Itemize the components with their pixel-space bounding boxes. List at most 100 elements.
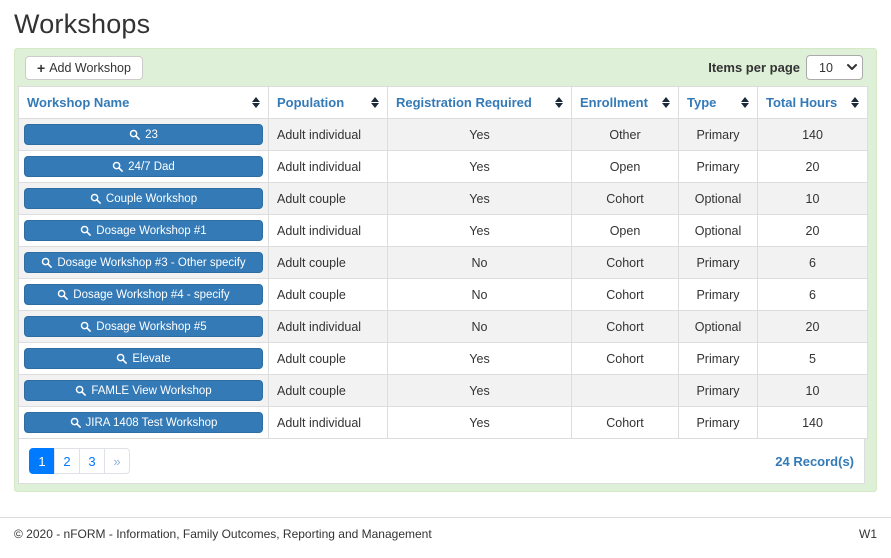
table-row: Dosage Workshop #1 Adult individual Yes … [18,214,868,247]
workshop-link-button[interactable]: JIRA 1408 Test Workshop [24,412,263,433]
workshop-name-label: Dosage Workshop #4 - specify [73,288,230,301]
column-header-total-hours[interactable]: Total Hours [757,86,868,119]
workshop-name-cell: 24/7 Dad [18,150,269,183]
sort-icon[interactable] [741,97,749,108]
workshop-name-label: JIRA 1408 Test Workshop [85,416,218,429]
type-cell: Primary [678,150,758,183]
registration-required-cell: No [387,278,572,311]
workshop-name-cell: Dosage Workshop #1 [18,214,269,247]
workshops-panel: + Add Workshop Items per page 10 Worksho… [14,48,877,492]
population-cell: Adult couple [268,374,388,407]
registration-required-cell: Yes [387,406,572,439]
workshop-name-cell: Elevate [18,342,269,375]
sort-icon[interactable] [252,97,260,108]
workshop-link-button[interactable]: 24/7 Dad [24,156,263,177]
total-hours-cell: 10 [757,182,868,215]
copyright-text: © 2020 - nFORM - Information, Family Out… [14,527,432,541]
population-cell: Adult couple [268,182,388,215]
items-per-page-select-wrap: 10 [806,55,863,80]
magnifier-icon [70,417,81,428]
sort-icon[interactable] [555,97,563,108]
magnifier-icon [90,193,101,204]
registration-required-cell: Yes [387,214,572,247]
site-footer: © 2020 - nFORM - Information, Family Out… [0,517,891,541]
type-cell: Primary [678,342,758,375]
workshop-name-label: 23 [145,128,158,141]
items-per-page-label: Items per page [708,60,800,75]
workshop-link-button[interactable]: Dosage Workshop #3 - Other specify [24,252,263,273]
table-row: Couple Workshop Adult couple Yes Cohort … [18,182,868,215]
table-row: 24/7 Dad Adult individual Yes Open Prima… [18,150,868,183]
pagination: 1 2 3» [29,448,130,474]
enrollment-cell: Other [571,118,679,151]
workshop-name-cell: JIRA 1408 Test Workshop [18,406,269,439]
magnifier-icon [112,161,124,172]
column-label: Enrollment [580,95,648,110]
add-workshop-button[interactable]: + Add Workshop [25,55,143,80]
workshop-name-cell: Dosage Workshop #4 - specify [18,278,269,311]
magnifier-icon [76,385,87,396]
workshop-name-label: Dosage Workshop #3 - Other specify [57,256,246,269]
registration-required-cell: Yes [387,182,572,215]
workshop-link-button[interactable]: Dosage Workshop #5 [24,316,263,337]
type-cell: Primary [678,246,758,279]
workshop-link-button[interactable]: Dosage Workshop #1 [24,220,263,241]
registration-required-cell: Yes [387,374,572,407]
pagination-page-3[interactable]: 3 [79,448,105,474]
table-row: 23 Adult individual Yes Other Primary 14… [18,118,868,151]
population-cell: Adult individual [268,310,388,343]
column-header-workshop-name[interactable]: Workshop Name [18,86,269,119]
type-cell: Optional [678,310,758,343]
sort-icon[interactable] [371,97,379,108]
population-cell: Adult couple [268,342,388,375]
sort-icon[interactable] [662,97,670,108]
enrollment-cell: Cohort [571,342,679,375]
add-workshop-label: Add Workshop [49,60,131,75]
pagination-page-2[interactable]: 2 [54,448,80,474]
workshop-link-button[interactable]: Dosage Workshop #4 - specify [24,284,263,305]
workshop-link-button[interactable]: Elevate [24,348,263,369]
items-per-page-select[interactable]: 10 [806,55,863,80]
enrollment-cell: Cohort [571,246,679,279]
workshop-name-cell: Dosage Workshop #5 [18,310,269,343]
column-header-population[interactable]: Population [268,86,388,119]
magnifier-icon [81,321,92,332]
enrollment-cell: Open [571,214,679,247]
enrollment-cell: Cohort [571,278,679,311]
plus-icon: + [37,59,46,76]
column-label: Type [687,95,717,110]
column-header-type[interactable]: Type [678,86,758,119]
table-header-row: Workshop Name Population Registration Re… [18,86,868,119]
workshop-link-button[interactable]: Couple Workshop [24,188,263,209]
workshops-table: Workshop Name Population Registration Re… [18,86,868,439]
column-label: Workshop Name [27,95,130,110]
workshop-name-label: Couple Workshop [105,192,198,205]
toolbar: + Add Workshop Items per page 10 [18,49,865,86]
pagination-next-button[interactable]: » [104,448,130,474]
table-row: Dosage Workshop #4 - specify Adult coupl… [18,278,868,311]
pagination-page-1[interactable]: 1 [29,448,55,474]
type-cell: Optional [678,182,758,215]
magnifier-icon [81,225,92,236]
table-row: JIRA 1408 Test Workshop Adult individual… [18,406,868,439]
column-label: Total Hours [766,95,838,110]
total-hours-cell: 20 [757,150,868,183]
population-cell: Adult individual [268,118,388,151]
population-cell: Adult individual [268,150,388,183]
column-header-enrollment[interactable]: Enrollment [571,86,679,119]
magnifier-icon [129,129,141,140]
sort-icon[interactable] [851,97,859,108]
workshop-name-cell: 23 [18,118,269,151]
environment-label: W1 [859,527,877,541]
magnifier-icon [42,257,53,268]
total-hours-cell: 20 [757,214,868,247]
workshop-link-button[interactable]: 23 [24,124,263,145]
type-cell: Primary [678,374,758,407]
table-row: FAMLE View Workshop Adult couple Yes Pri… [18,374,868,407]
workshop-link-button[interactable]: FAMLE View Workshop [24,380,263,401]
total-hours-cell: 140 [757,406,868,439]
column-label: Population [277,95,345,110]
column-header-registration-required[interactable]: Registration Required [387,86,572,119]
enrollment-cell: Cohort [571,406,679,439]
population-cell: Adult couple [268,246,388,279]
